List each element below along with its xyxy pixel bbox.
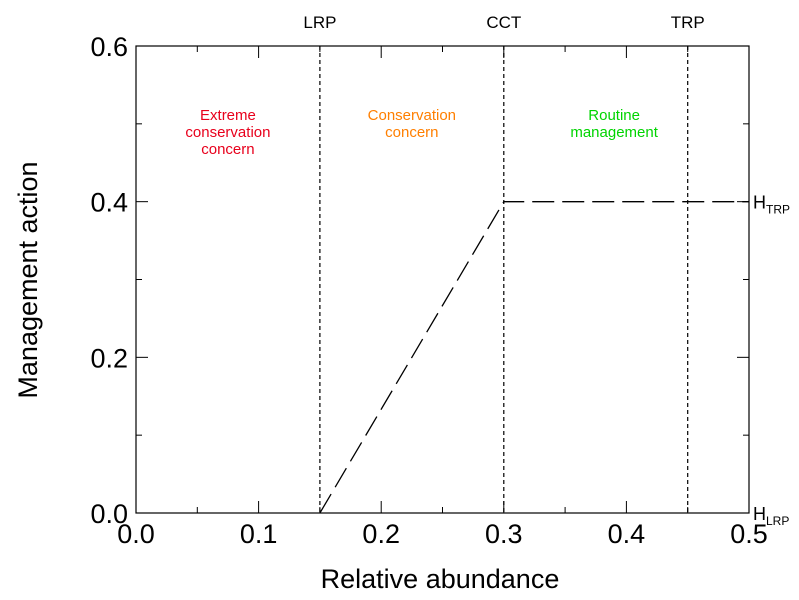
y-tick-label: 0.6 (90, 32, 128, 62)
right-label-h-lrp: HLRP (753, 504, 789, 528)
zone-label: Routine (588, 107, 640, 124)
reference-label-trp: TRP (671, 13, 705, 32)
zone-label: management (570, 124, 658, 141)
x-tick-label: 0.1 (240, 519, 278, 549)
x-tick-label: 0.5 (730, 519, 768, 549)
reference-lines: LRP CCT TRP (303, 13, 705, 513)
y-tick-label: 0.0 (90, 499, 128, 529)
zone-label: Conservation (368, 107, 456, 124)
zone-label: conservation (185, 124, 270, 141)
x-tick-label: 0.4 (608, 519, 646, 549)
series-lines (319, 201, 749, 514)
reference-label-lrp: LRP (303, 13, 336, 32)
y-tick-label: 0.4 (90, 188, 128, 218)
axis-ticks: 0.0 0.1 0.2 0.3 0.4 0.5 0.0 0.2 0.4 0.6 (90, 32, 767, 549)
right-label-h-trp: HTRP (753, 193, 790, 217)
x-tick-label: 0.0 (117, 519, 155, 549)
right-labels: HTRP HLRP (753, 193, 790, 528)
zone-labels: ExtremeconservationconcernConservationco… (185, 107, 658, 158)
x-tick-label: 0.2 (362, 519, 400, 549)
x-axis-label: Relative abundance (321, 564, 560, 594)
series-line (319, 201, 749, 514)
y-axis-label: Management action (13, 161, 43, 398)
y-tick-label: 0.2 (90, 343, 128, 373)
x-tick-label: 0.3 (485, 519, 523, 549)
zone-label: concern (385, 124, 438, 141)
reference-label-cct: CCT (486, 13, 521, 32)
zone-label: concern (201, 141, 254, 158)
zone-label: Extreme (200, 107, 256, 124)
